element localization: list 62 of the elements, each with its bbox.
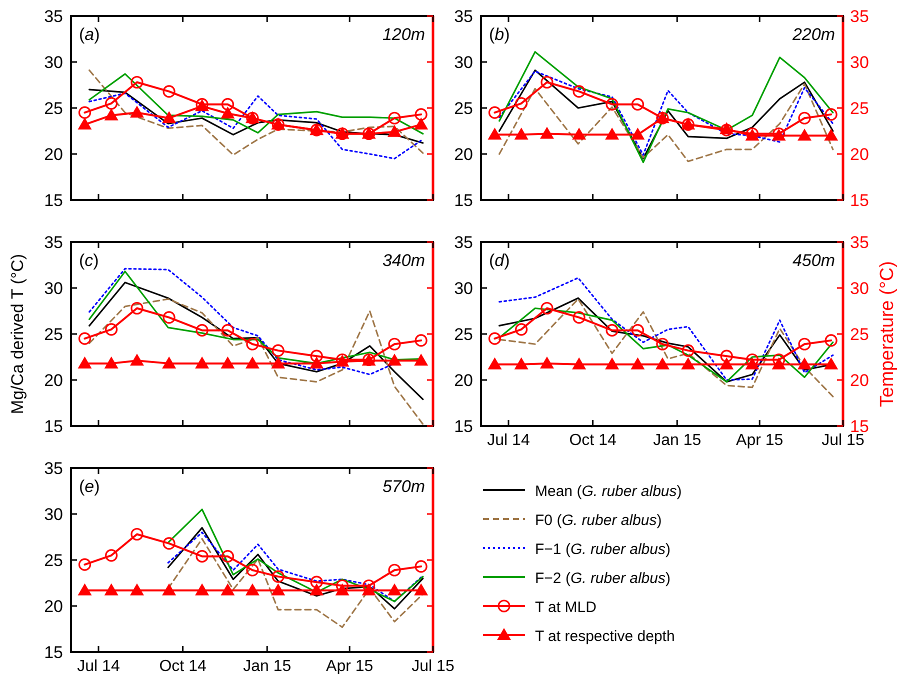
annotation: (e) <box>79 477 100 496</box>
y-tick-label: 15 <box>454 417 473 436</box>
x-tick-label: Apr 15 <box>326 658 374 674</box>
x-tick-label: Jul 14 <box>487 432 530 449</box>
x-tick-label: Jan 15 <box>243 658 292 674</box>
annotation: 570m <box>382 477 425 496</box>
y2-tick-label: 20 <box>850 371 869 390</box>
annotation: (b) <box>489 25 510 44</box>
legend-label: F0 (G. ruber albus) <box>535 512 662 529</box>
x-tick-label: Apr 15 <box>736 432 784 449</box>
y-tick-label: 20 <box>44 597 63 616</box>
y-tick-label: 35 <box>44 459 63 478</box>
y-tick-label: 30 <box>44 53 63 72</box>
x-tick-label: Jul 14 <box>77 658 120 674</box>
y2-tick-label: 25 <box>850 325 869 344</box>
y-tick-label: 15 <box>44 417 63 436</box>
legend-label: T at respective depth <box>535 628 675 645</box>
y-tick-label: 25 <box>44 551 63 570</box>
legend-label: T at MLD <box>535 599 597 616</box>
y-tick-label: 25 <box>44 325 63 344</box>
y2-tick-label: 35 <box>850 7 869 26</box>
y-tick-label: 15 <box>44 191 63 210</box>
y-tick-label: 25 <box>454 325 473 344</box>
y-tick-label: 35 <box>454 7 473 26</box>
y-tick-label: 25 <box>454 99 473 118</box>
annotation: (c) <box>79 251 99 270</box>
y-tick-label: 30 <box>44 505 63 524</box>
y-tick-label: 25 <box>44 99 63 118</box>
annotation: (d) <box>489 251 510 270</box>
legend-label: F−2 (G. ruber albus) <box>535 570 670 587</box>
y-tick-label: 35 <box>44 7 63 26</box>
y-tick-label: 30 <box>44 279 63 298</box>
x-tick-label: Jul 15 <box>412 658 454 674</box>
y-tick-label: 20 <box>454 371 473 390</box>
y-axis-title: Mg/Ca derived T (°C) <box>8 254 27 414</box>
annotation: (a) <box>79 25 100 44</box>
y-tick-label: 20 <box>454 145 473 164</box>
y-tick-label: 20 <box>44 371 63 390</box>
y2-tick-label: 30 <box>850 53 869 72</box>
y2-tick-label: 15 <box>850 191 869 210</box>
legend-label: F−1 (G. ruber albus) <box>535 541 670 558</box>
x-tick-label: Oct 14 <box>569 432 616 449</box>
y-tick-label: 30 <box>454 53 473 72</box>
annotation: 220m <box>791 25 835 44</box>
y-tick-label: 20 <box>44 145 63 164</box>
x-tick-label: Jan 15 <box>653 432 702 449</box>
y2-tick-label: 30 <box>850 279 869 298</box>
y2-tick-label: 20 <box>850 145 869 164</box>
y-tick-label: 15 <box>44 643 63 662</box>
annotation: 340m <box>382 251 425 270</box>
y2-tick-label: 35 <box>850 233 869 252</box>
y2-axis-title: Temperature (°C) <box>877 261 898 407</box>
annotation: 450m <box>792 251 835 270</box>
legend-label: Mean (G. ruber albus) <box>535 483 682 500</box>
y2-tick-label: 25 <box>850 99 869 118</box>
y-tick-label: 35 <box>44 233 63 252</box>
annotation: 120m <box>382 25 425 44</box>
y-tick-label: 35 <box>454 233 473 252</box>
y-tick-label: 15 <box>454 191 473 210</box>
y-tick-label: 30 <box>454 279 473 298</box>
x-tick-label: Jul 15 <box>822 432 864 449</box>
x-tick-label: Oct 14 <box>159 658 206 674</box>
